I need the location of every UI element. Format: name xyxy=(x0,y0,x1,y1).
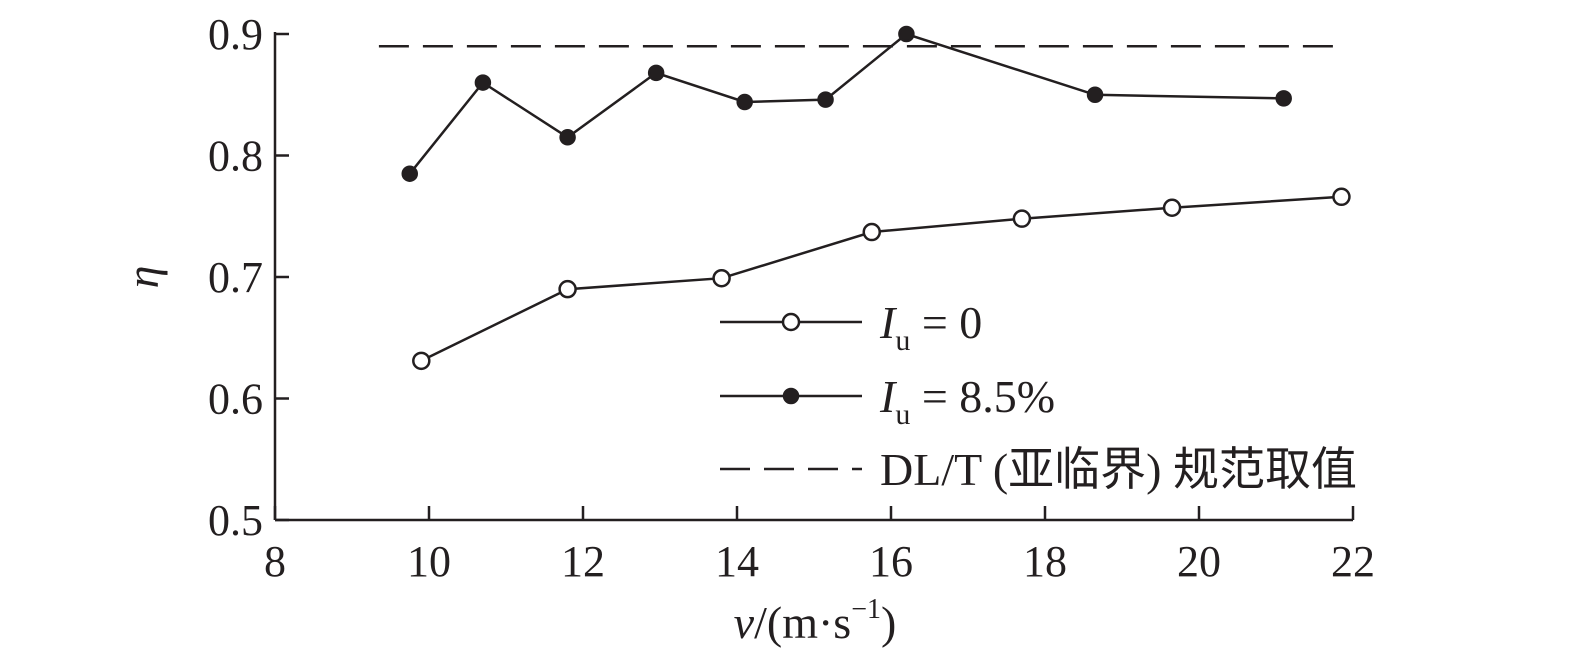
legend-label: Iu = 0 xyxy=(879,297,982,357)
y-tick-label: 0.8 xyxy=(208,132,263,181)
x-axis: 8 10 12 14 16 18 20 22 xyxy=(264,506,1375,586)
data-point xyxy=(647,64,665,82)
data-point xyxy=(862,222,881,242)
legend-item: Iu = 8.5% xyxy=(720,371,1055,431)
y-axis-title: η xyxy=(117,266,168,289)
data-point xyxy=(1332,187,1351,207)
x-axis-title-superscript: −1 xyxy=(851,594,881,625)
legend-label: DL/T (亚临界) 规范取值 xyxy=(880,444,1357,495)
data-point xyxy=(474,74,492,91)
x-tick-label: 20 xyxy=(1177,537,1221,586)
data-point xyxy=(401,165,418,182)
x-tick-label: 18 xyxy=(1023,537,1067,586)
data-point xyxy=(736,93,753,111)
data-point xyxy=(898,25,915,43)
y-tick-label: 0.7 xyxy=(208,253,263,302)
data-point xyxy=(558,279,577,299)
data-point xyxy=(1162,198,1182,217)
series-line xyxy=(408,32,1284,175)
legend-item: DL/T (亚临界) 规范取值 xyxy=(720,444,1357,495)
plot-area xyxy=(378,25,1351,371)
data-point xyxy=(712,268,731,288)
x-tick-label: 10 xyxy=(407,537,451,586)
legend-marker xyxy=(782,387,800,405)
data-point xyxy=(1012,209,1032,228)
data-point xyxy=(817,91,834,108)
legend: Iu = 0 Iu = 8.5% DL/T (亚临界) 规范取值 xyxy=(720,297,1357,495)
x-axis-title-variable: v xyxy=(734,597,755,648)
x-tick-label: 8 xyxy=(264,537,286,586)
x-axis-title: v/(m·s−1) xyxy=(734,594,897,648)
data-point xyxy=(559,129,576,146)
data-point xyxy=(1086,86,1104,103)
x-axis-title-unit: /(m·s xyxy=(754,597,851,648)
y-tick-label: 0.5 xyxy=(208,496,263,545)
legend-item: Iu = 0 xyxy=(720,297,982,357)
x-tick-label: 22 xyxy=(1331,537,1375,586)
series-1 xyxy=(401,25,1292,182)
data-point xyxy=(1275,90,1292,107)
y-tick-label: 0.9 xyxy=(208,10,263,59)
legend-label: Iu = 8.5% xyxy=(879,371,1055,431)
legend-marker xyxy=(781,312,801,332)
series-0 xyxy=(412,187,1351,371)
data-point xyxy=(412,351,431,371)
x-tick-label: 14 xyxy=(715,537,759,586)
x-tick-label: 16 xyxy=(869,537,913,586)
x-tick-label: 12 xyxy=(561,537,605,586)
y-axis: 0.5 0.6 0.7 0.8 0.9 xyxy=(208,10,289,545)
y-tick-label: 0.6 xyxy=(208,375,263,424)
x-axis-title-unit-close: ) xyxy=(881,597,896,648)
